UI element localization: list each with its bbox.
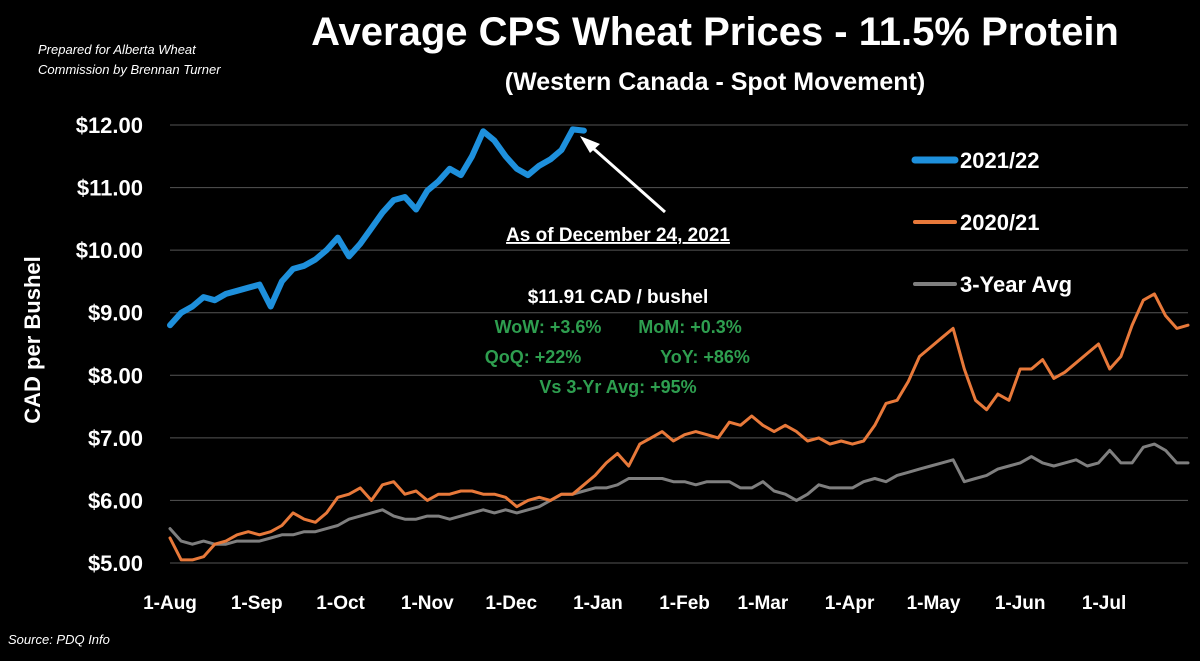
x-tick-label: 1-Jul xyxy=(1082,593,1126,614)
x-tick-label: 1-Sep xyxy=(231,593,283,614)
chart-title: Average CPS Wheat Prices - 11.5% Protein xyxy=(311,10,1119,54)
gridlines xyxy=(170,124,1188,564)
y-tick-label: $11.00 xyxy=(77,176,143,201)
y-tick-label: $6.00 xyxy=(88,488,143,513)
stat-mom: MoM: +0.3% xyxy=(638,317,742,337)
x-tick-label: 1-Feb xyxy=(659,593,710,614)
annotation: As of December 24, 2021 $11.91 CAD / bus… xyxy=(485,136,750,397)
y-axis-ticks: $5.00 $6.00 $7.00 $8.00 $9.00 $10.00 $11.00 $12… xyxy=(76,113,143,576)
x-tick-label: 1-Jan xyxy=(573,593,623,614)
x-tick-label: 1-Oct xyxy=(316,593,365,614)
y-tick-label: $8.00 xyxy=(88,363,143,388)
source-note: Source: PDQ Info xyxy=(8,632,110,647)
y-axis-label: CAD per Bushel xyxy=(20,256,45,423)
y-tick-label: $10.00 xyxy=(76,238,143,263)
credit-note: Prepared for Alberta Wheat Commission by… xyxy=(38,40,268,80)
stat-qoq: QoQ: +22% xyxy=(485,347,582,367)
annotation-arrow xyxy=(585,140,666,214)
current-price: $11.91 CAD / bushel xyxy=(528,287,709,308)
x-tick-label: 1-May xyxy=(907,593,961,614)
legend-label: 2021/22 xyxy=(960,148,1040,173)
x-tick-label: 1-Apr xyxy=(825,593,875,614)
y-tick-label: $5.00 xyxy=(88,551,143,576)
credit-line-1: Prepared for Alberta Wheat xyxy=(38,42,196,57)
x-tick-label: 1-Nov xyxy=(401,593,454,614)
stat-vs-3yr-avg: Vs 3-Yr Avg: +95% xyxy=(539,377,696,397)
series-lines xyxy=(167,126,1190,562)
credit-line-2: Commission by Brennan Turner xyxy=(38,62,221,77)
y-tick-label: $9.00 xyxy=(88,301,143,326)
series-line-3 xyxy=(168,442,1190,546)
x-tick-label: 1-Dec xyxy=(485,593,537,614)
x-tick-label: 1-Aug xyxy=(143,593,197,614)
x-tick-label: 1-Mar xyxy=(738,593,789,614)
stat-wow: WoW: +3.6% xyxy=(495,317,602,337)
x-tick-label: 1-Jun xyxy=(995,593,1046,614)
x-axis-ticks: 1-Aug 1-Sep 1-Oct 1-Nov 1-Dec 1-Jan 1-Feb 1-Mar… xyxy=(143,593,1126,614)
y-tick-label: $7.00 xyxy=(88,426,143,451)
legend-label: 3-Year Avg xyxy=(960,272,1072,297)
arrow-head-icon xyxy=(580,136,600,153)
stat-yoy: YoY: +86% xyxy=(660,347,750,367)
y-tick-label: $12.00 xyxy=(76,113,143,138)
chart-subtitle: (Western Canada - Spot Movement) xyxy=(504,68,926,96)
series-line-1 xyxy=(167,126,587,329)
legend-label: 2020/21 xyxy=(960,210,1040,235)
legend: 2021/22 2020/21 3-Year Avg xyxy=(911,148,1072,297)
as-of-date: As of December 24, 2021 xyxy=(506,225,730,246)
series-line-2 xyxy=(168,292,1190,562)
